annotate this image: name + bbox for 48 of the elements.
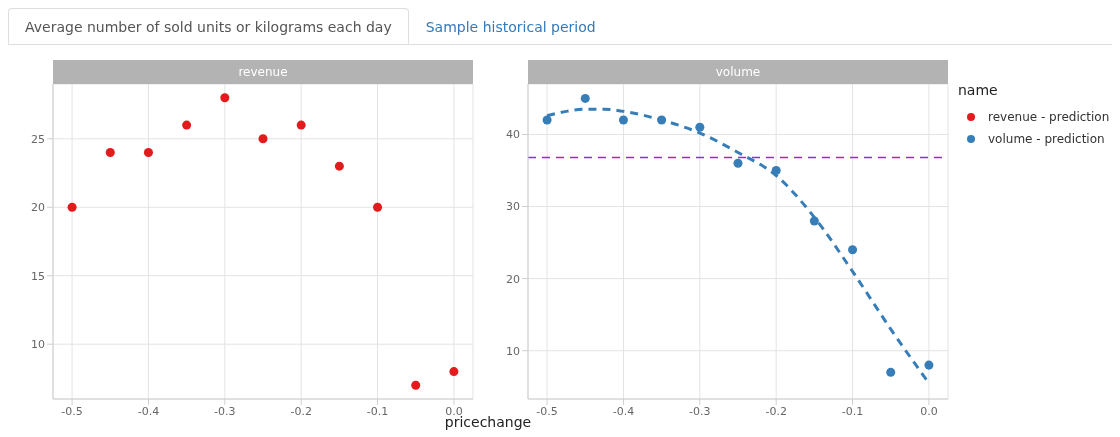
y-tick-label: 30 [506, 200, 520, 214]
point [733, 158, 743, 168]
point [67, 202, 77, 212]
legend-label: revenue - prediction [987, 109, 1110, 126]
point [886, 367, 896, 377]
chart-title: volume [528, 60, 948, 84]
point [411, 380, 421, 390]
point [334, 161, 344, 171]
y-tick-label: 15 [31, 269, 45, 283]
x-tick-label: -0.5 [536, 404, 558, 418]
y-tick-label: 10 [506, 344, 520, 358]
x-tick-label: -0.2 [290, 404, 312, 418]
y-tick-label: 20 [506, 272, 520, 286]
point [143, 147, 153, 157]
point [657, 115, 667, 125]
y-tick-label: 20 [31, 201, 45, 215]
text: Average number of sold units or kilograms each day [8, 8, 409, 44]
point [695, 122, 705, 132]
x-tick-label: -0.4 [137, 404, 160, 418]
y-tick-label: 40 [506, 128, 520, 142]
point [542, 115, 552, 125]
point [105, 147, 115, 157]
point [296, 120, 306, 130]
point [924, 360, 934, 370]
x-tick-label: 0.0 [920, 404, 938, 418]
y-tick-label: 10 [31, 338, 45, 352]
x-tick-label: -0.2 [765, 404, 787, 418]
point [258, 134, 268, 144]
x-tick-label: -0.1 [366, 404, 389, 418]
point [580, 93, 590, 103]
x-tick-label: -0.3 [689, 404, 711, 418]
y-tick-label: 25 [31, 132, 45, 146]
x-tick-label: -0.1 [841, 404, 864, 418]
legend-title: name [958, 82, 999, 98]
x-tick-label: -0.5 [61, 404, 83, 418]
legend-label: volume - prediction [987, 131, 1106, 148]
x-tick-label: -0.4 [612, 404, 635, 418]
x-tick-label: -0.3 [214, 404, 236, 418]
chart-title: revenue [53, 60, 473, 84]
point [848, 245, 858, 255]
point [809, 216, 819, 226]
point [373, 202, 383, 212]
point [449, 367, 459, 377]
text: Sample historical period [424, 18, 597, 37]
point [182, 120, 192, 130]
point [220, 93, 230, 103]
point [618, 115, 628, 125]
point [771, 165, 781, 175]
